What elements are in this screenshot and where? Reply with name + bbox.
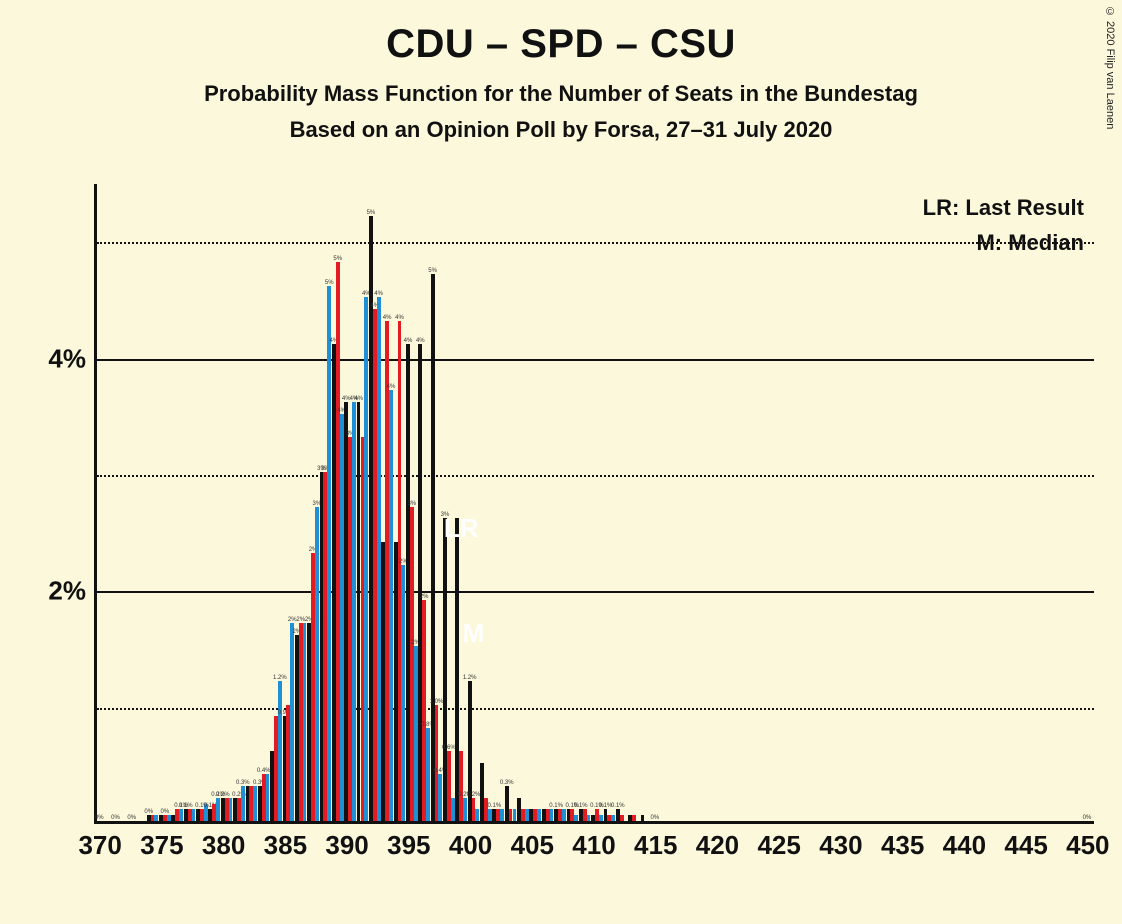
bar (574, 815, 578, 821)
bar: 4% (377, 297, 381, 821)
bar-value-label: 4% (416, 338, 425, 344)
x-tick-label: 375 (140, 830, 183, 861)
bar: 4% (352, 402, 356, 821)
x-tick-label: 390 (325, 830, 368, 861)
bar-value-label: 0.3% (500, 780, 514, 786)
chart-subtitle-2: Based on an Opinion Poll by Forsa, 27–31… (0, 117, 1122, 143)
x-axis: 3703753803853903954004054104154204254304… (94, 830, 1094, 870)
bar (303, 623, 307, 821)
x-tick-label: 395 (387, 830, 430, 861)
bar-value-label: 5% (367, 210, 376, 216)
chart-subtitle-1: Probability Mass Function for the Number… (0, 81, 1122, 107)
chart-title: CDU – SPD – CSU (0, 22, 1122, 67)
x-tick-label: 435 (881, 830, 924, 861)
bar: 2% (290, 623, 294, 821)
bar (167, 815, 171, 821)
bar-value-label: 3% (407, 501, 416, 507)
bar-value-label: 0% (111, 815, 120, 821)
plot-area: LR: Last Result M: Median 0%0%0%0%0%0.1%… (94, 184, 1094, 824)
bar: 2% (401, 565, 405, 821)
bar: 1.2% (278, 681, 282, 821)
bar-value-label: 0.6% (442, 745, 456, 751)
bar-value-label: 4% (395, 315, 404, 321)
bar (550, 809, 554, 821)
bar: 0.4% (438, 774, 442, 821)
bar-value-label: 0.1% (611, 803, 625, 809)
x-tick-label: 410 (572, 830, 615, 861)
bar-value-label: 3% (441, 512, 450, 518)
y-tick-label: 2% (48, 576, 86, 607)
bar (611, 815, 615, 821)
bar-value-label: 5% (325, 280, 334, 286)
bar (451, 798, 455, 821)
bar (620, 815, 624, 821)
bar-value-label: 4% (387, 384, 396, 390)
bar (562, 809, 566, 821)
bar (599, 815, 603, 821)
bar: 2% (414, 646, 418, 821)
bar: 4% (389, 390, 393, 821)
bar-value-label: 0% (1083, 815, 1092, 821)
bar-value-label: 4% (354, 396, 363, 402)
bar: 0.3% (241, 786, 245, 821)
x-tick-label: 420 (696, 830, 739, 861)
bar (632, 815, 636, 821)
bar-value-label: 0.2% (467, 792, 481, 798)
copyright: © 2020 Filip van Laenen (1104, 6, 1116, 129)
bar: 0.8% (426, 728, 430, 821)
bar-value-label: 0% (127, 815, 136, 821)
bar-value-label: 5% (333, 256, 342, 262)
chart: LR: Last Result M: Median 0%0%0%0%0%0.1%… (36, 184, 1094, 874)
bar-value-label: 0% (95, 815, 104, 821)
bar-value-label: 1.2% (463, 675, 477, 681)
bar-value-label: 4% (374, 291, 383, 297)
x-tick-label: 370 (78, 830, 121, 861)
bars: 0%0%0%0%0%0.1%0.1%0.1%0.1%0.2%0.2%0.2%0.… (97, 184, 1094, 821)
x-tick-label: 405 (511, 830, 554, 861)
bar: 0.1% (179, 809, 183, 821)
bar: 3% (315, 507, 319, 821)
bar: 0.2% (463, 798, 467, 821)
y-tick-label: 4% (48, 343, 86, 374)
bar-value-label: 0% (651, 815, 660, 821)
bar-value-label: 2% (420, 594, 429, 600)
bar-value-label: 4% (404, 338, 413, 344)
bar (587, 815, 591, 821)
bar-value-label: 2% (288, 617, 297, 623)
bar: 4% (340, 414, 344, 821)
bar (500, 809, 504, 821)
bar (641, 815, 645, 821)
x-tick-label: 425 (757, 830, 800, 861)
bar (513, 809, 517, 821)
x-tick-label: 400 (449, 830, 492, 861)
titles-block: CDU – SPD – CSU Probability Mass Functio… (0, 0, 1122, 143)
bar (537, 809, 541, 821)
bar (488, 809, 492, 821)
bar-value-label: 4% (383, 315, 392, 321)
bar (266, 774, 270, 821)
bar-value-label: 1.2% (273, 675, 287, 681)
x-tick-label: 415 (634, 830, 677, 861)
x-tick-label: 450 (1066, 830, 1109, 861)
bar (192, 809, 196, 821)
x-tick-label: 380 (202, 830, 245, 861)
bar (475, 809, 479, 821)
bar: 0.2% (216, 798, 220, 821)
bar (253, 786, 257, 821)
x-tick-label: 445 (1004, 830, 1047, 861)
bar (525, 809, 529, 821)
bar: 4% (364, 297, 368, 821)
bar (154, 815, 158, 821)
bar-value-label: 1.0% (430, 699, 444, 705)
bar (229, 798, 233, 821)
bar-value-label: 5% (428, 268, 437, 274)
x-tick-label: 440 (943, 830, 986, 861)
x-tick-label: 430 (819, 830, 862, 861)
x-tick-label: 385 (264, 830, 307, 861)
bar: 5% (327, 286, 331, 821)
